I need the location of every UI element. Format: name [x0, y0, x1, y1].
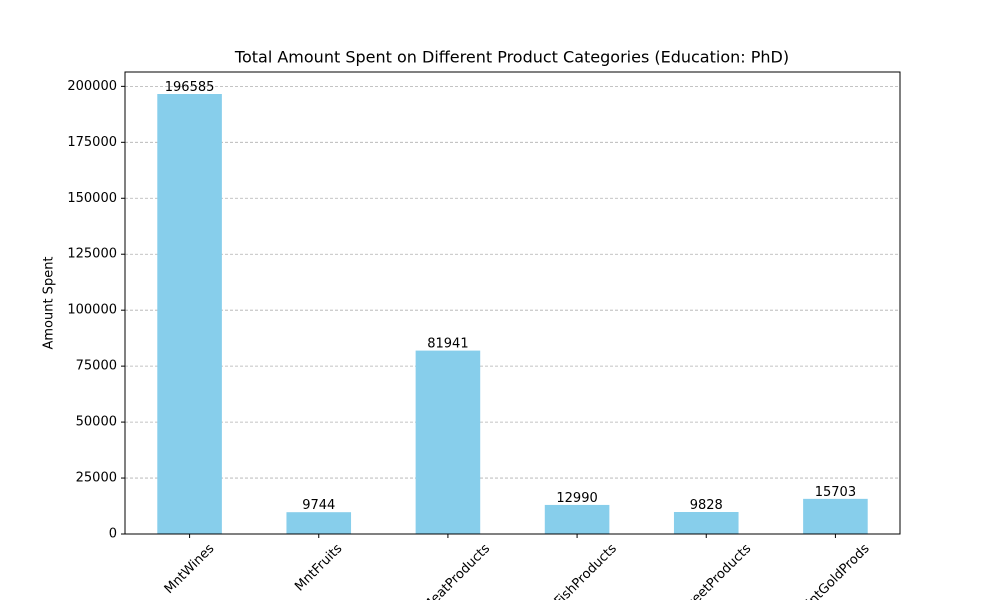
y-tick-label: 100000 — [67, 303, 117, 318]
plot-frame — [124, 71, 901, 535]
bar — [415, 350, 481, 534]
y-tick-label: 175000 — [67, 135, 117, 150]
y-tick-label: 75000 — [76, 359, 117, 374]
data-label: 12990 — [556, 491, 597, 506]
y-tick-label: 50000 — [76, 415, 117, 430]
data-label: 9828 — [690, 498, 723, 513]
data-label: 196585 — [165, 80, 215, 95]
y-tick-label: 200000 — [67, 79, 117, 94]
chart-title: Total Amount Spent on Different Product … — [234, 48, 789, 67]
data-label: 81941 — [427, 337, 468, 352]
bar — [673, 512, 739, 534]
y-axis-label: Amount Spent — [42, 256, 57, 349]
bar — [286, 512, 352, 534]
y-tick-label: 125000 — [67, 247, 117, 262]
bar — [544, 504, 610, 534]
y-tick-label: 0 — [109, 527, 117, 542]
y-tick-label: 150000 — [67, 191, 117, 206]
y-tick-label: 25000 — [76, 471, 117, 486]
data-label: 15703 — [815, 485, 856, 500]
bar — [157, 93, 222, 535]
data-label: 9744 — [302, 498, 335, 513]
bar — [803, 498, 868, 534]
